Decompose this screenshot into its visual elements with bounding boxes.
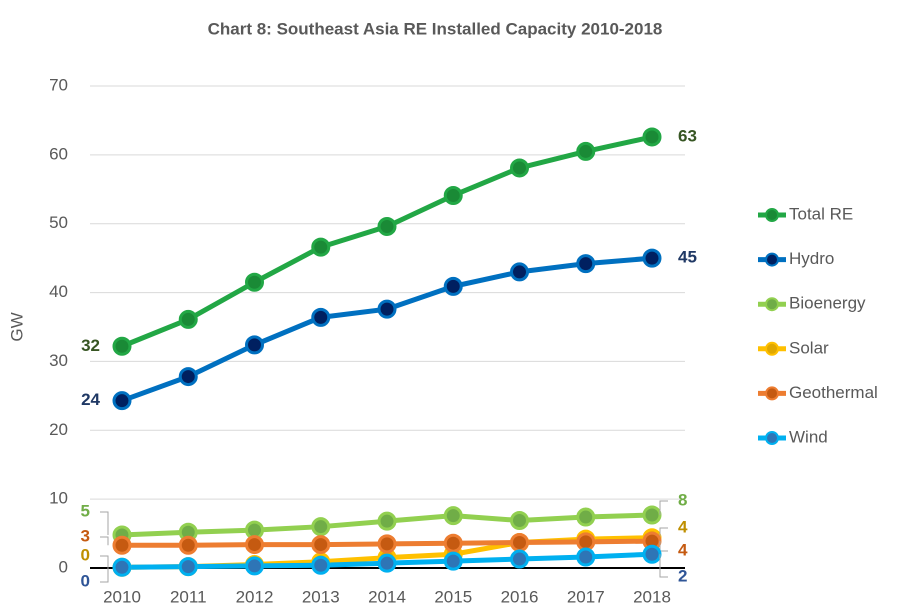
legend-label: Bioenergy xyxy=(789,294,866,313)
data-point xyxy=(642,127,662,147)
data-point xyxy=(112,391,132,411)
data-label: 32 xyxy=(81,336,100,355)
x-tick-label: 2016 xyxy=(501,587,539,606)
leader-line xyxy=(100,567,109,583)
leader-line xyxy=(100,555,109,568)
data-point xyxy=(311,555,331,575)
data-point xyxy=(510,533,529,553)
x-tick-label: 2012 xyxy=(236,587,274,606)
data-point xyxy=(510,262,529,282)
data-point xyxy=(245,535,264,555)
data-point xyxy=(576,532,596,552)
data-point xyxy=(112,336,132,356)
data-point xyxy=(576,141,596,161)
legend-label: Solar xyxy=(789,338,829,357)
y-tick-label: 40 xyxy=(49,282,68,301)
y-tick-label: 50 xyxy=(49,213,68,232)
data-point xyxy=(178,535,198,555)
chart-title: Chart 8: Southeast Asia RE Installed Cap… xyxy=(208,19,663,38)
x-tick-label: 2011 xyxy=(170,587,207,606)
data-point xyxy=(510,549,529,569)
data-label: 4 xyxy=(678,540,688,559)
y-tick-label: 20 xyxy=(49,420,68,439)
data-point xyxy=(112,557,132,577)
data-point xyxy=(443,185,463,205)
data-label: 0 xyxy=(81,545,90,564)
data-point xyxy=(443,551,463,571)
data-point xyxy=(311,535,331,555)
data-point xyxy=(510,510,529,530)
legend-label: Wind xyxy=(789,427,828,446)
x-tick-label: 2013 xyxy=(302,587,340,606)
data-point xyxy=(377,534,397,554)
legend-marker xyxy=(765,297,779,312)
y-tick-label: 10 xyxy=(49,489,68,508)
data-point xyxy=(443,533,463,553)
data-point xyxy=(443,276,463,296)
data-point xyxy=(311,307,331,327)
data-point xyxy=(178,309,198,329)
data-point xyxy=(642,544,662,564)
data-label: 24 xyxy=(81,390,100,409)
data-label: 3 xyxy=(81,526,90,545)
legend-label: Total RE xyxy=(789,204,853,223)
data-point xyxy=(642,248,662,268)
data-label: 8 xyxy=(678,490,687,509)
x-tick-label: 2018 xyxy=(633,587,671,606)
data-point xyxy=(576,507,596,527)
y-tick-label: 30 xyxy=(49,351,68,370)
data-point xyxy=(443,506,463,526)
series-line xyxy=(121,255,653,404)
legend-marker xyxy=(765,431,779,445)
data-point xyxy=(377,299,397,319)
legend-label: Geothermal xyxy=(789,383,878,402)
leader-line xyxy=(659,554,668,578)
leader-line xyxy=(100,536,109,546)
data-point xyxy=(576,547,596,567)
data-point xyxy=(245,335,264,355)
data-point xyxy=(311,237,331,257)
data-point xyxy=(311,517,331,537)
legend-marker xyxy=(765,341,779,356)
y-tick-label: 70 xyxy=(49,75,68,94)
leader-line xyxy=(100,511,109,535)
data-point xyxy=(576,254,596,274)
data-label: 0 xyxy=(81,571,90,590)
x-tick-label: 2014 xyxy=(368,587,406,606)
legend-label: Hydro xyxy=(789,249,834,268)
data-point xyxy=(377,553,397,573)
leader-line xyxy=(659,500,668,515)
data-point xyxy=(245,272,264,292)
legend-marker xyxy=(765,208,779,222)
data-point xyxy=(112,535,132,555)
data-point xyxy=(510,158,529,178)
legend-marker xyxy=(765,252,779,267)
x-tick-label: 2017 xyxy=(567,587,605,606)
leader-line xyxy=(659,527,668,538)
data-point xyxy=(178,557,198,577)
y-tick-label: 0 xyxy=(59,557,68,576)
x-tick-label: 2015 xyxy=(434,587,472,606)
legend-marker xyxy=(765,386,779,401)
data-point xyxy=(642,505,662,525)
data-label: 63 xyxy=(678,126,697,145)
data-point xyxy=(245,556,264,576)
y-axis-label: GW xyxy=(7,312,26,341)
data-label: 2 xyxy=(678,566,687,585)
y-tick-label: 60 xyxy=(49,144,68,163)
data-point xyxy=(178,367,198,387)
data-label: 5 xyxy=(81,501,90,520)
x-tick-label: 2010 xyxy=(103,587,141,606)
data-point xyxy=(377,511,397,531)
data-label: 45 xyxy=(678,248,697,267)
data-label: 4 xyxy=(678,517,688,536)
data-point xyxy=(377,216,397,236)
